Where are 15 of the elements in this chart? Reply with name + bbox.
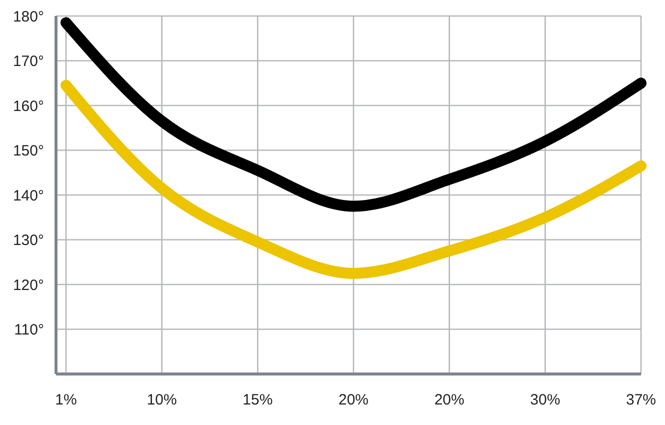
y-tick-label: 150° <box>12 142 44 160</box>
x-tick-label: 15% <box>242 392 273 409</box>
y-tick-label: 140° <box>12 187 44 204</box>
y-tick-label: 170° <box>12 53 44 70</box>
y-tick-label: 180° <box>12 8 44 26</box>
x-tick-label: 20% <box>338 392 369 409</box>
y-tick-label: 160° <box>12 98 44 115</box>
x-tick-label: 20% <box>434 392 464 409</box>
x-tick-label: 10% <box>146 392 177 409</box>
y-tick-label: 110° <box>14 322 44 339</box>
x-tick-label: 37% <box>626 392 656 409</box>
x-tick-label: 30% <box>530 392 560 409</box>
y-tick-label: 130° <box>12 232 44 250</box>
y-tick-label: 120° <box>12 276 44 294</box>
x-tick-label: 1% <box>55 392 77 409</box>
